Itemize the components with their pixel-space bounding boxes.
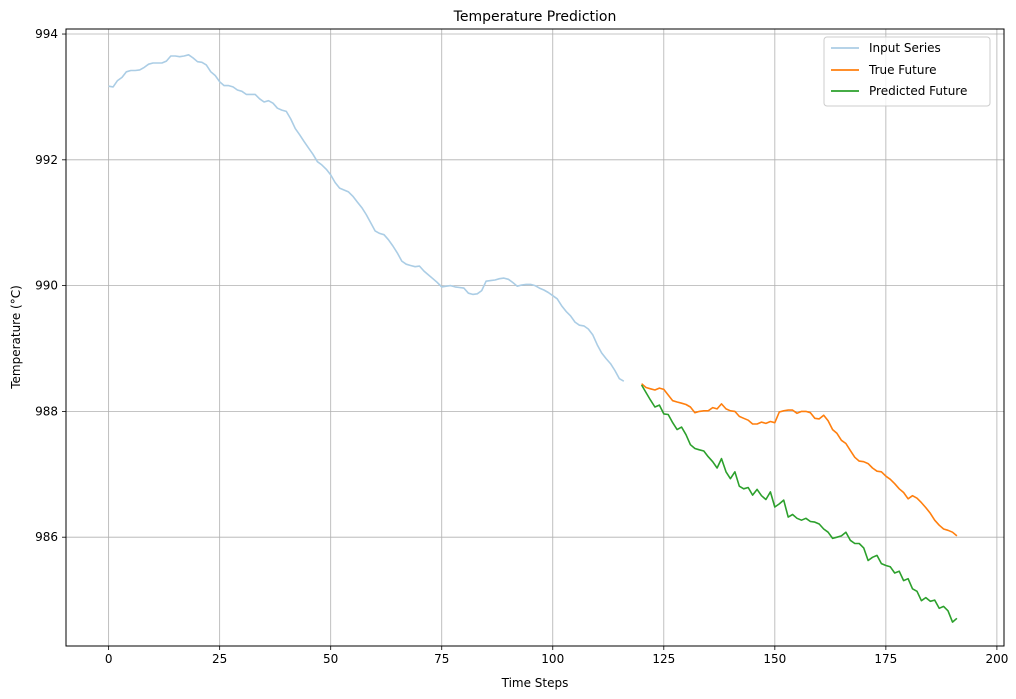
legend: Input Series True Future Predicted Futur… — [823, 36, 991, 107]
x-tick-label: 25 — [212, 652, 227, 666]
x-tick-label: 75 — [434, 652, 449, 666]
chart-title: Temperature Prediction — [453, 9, 617, 25]
legend-label-input-series: Input Series — [869, 41, 941, 55]
x-tick-label: 50 — [323, 652, 338, 666]
x-tick-label: 100 — [541, 652, 564, 666]
series-line-predicted-future — [640, 384, 958, 623]
axis-ticks: 0 25 50 75 100 125 150 175 200 986 988 990 992 994 — [35, 27, 1008, 666]
grid — [66, 29, 1004, 646]
series-line-input-series — [108, 53, 625, 382]
y-tick-label: 990 — [35, 279, 58, 293]
plot-frame — [65, 28, 1005, 647]
x-tick-label: 150 — [763, 652, 786, 666]
y-axis-label: Temperature (°C) — [9, 285, 23, 390]
legend-box — [823, 36, 991, 107]
y-tick-label: 986 — [35, 530, 58, 544]
x-tick-label: 200 — [985, 652, 1008, 666]
y-tick-label: 988 — [35, 404, 58, 418]
x-tick-label: 125 — [652, 652, 675, 666]
x-tick-label: 175 — [874, 652, 897, 666]
x-axis-label: Time Steps — [501, 676, 569, 690]
legend-label-predicted-future: Predicted Future — [869, 84, 967, 98]
x-tick-label: 0 — [105, 652, 113, 666]
series-line-true-future — [641, 383, 958, 537]
legend-label-true-future: True Future — [868, 63, 937, 77]
y-tick-label: 994 — [35, 27, 58, 41]
y-tick-label: 992 — [35, 153, 58, 167]
series-lines — [108, 53, 958, 623]
